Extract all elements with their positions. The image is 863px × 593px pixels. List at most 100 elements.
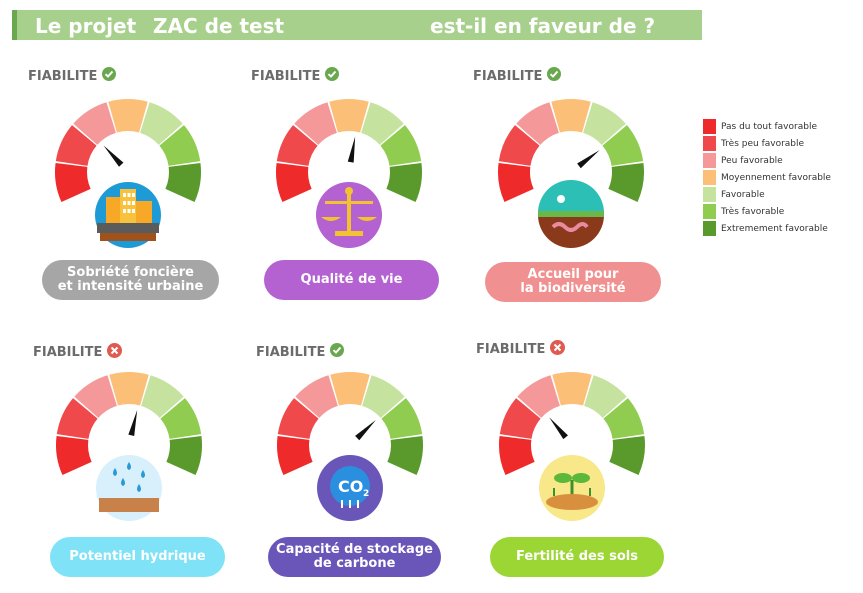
gauge-needle bbox=[103, 145, 124, 167]
gauge-needle bbox=[577, 150, 600, 169]
gauge-segment bbox=[552, 372, 592, 406]
gauge-segment bbox=[498, 125, 540, 166]
gauge-segment bbox=[140, 102, 183, 145]
criterion-label: Accueil pour la biodiversité bbox=[520, 267, 626, 296]
gauge-segment bbox=[608, 162, 644, 202]
gauge-segment bbox=[387, 435, 423, 475]
reliability-indicator: FIABILITE bbox=[251, 67, 340, 85]
legend-swatch bbox=[703, 170, 716, 185]
cross-circle-icon bbox=[550, 340, 566, 359]
reliability-label: FIABILITE bbox=[251, 68, 321, 84]
city-buildings-icon bbox=[95, 182, 161, 248]
legend-label: Moyennement favorable bbox=[721, 172, 831, 183]
legend-label: Très peu favorable bbox=[721, 138, 805, 149]
gauge-segment bbox=[609, 435, 645, 475]
check-circle-icon bbox=[547, 67, 562, 85]
water-drops-icon bbox=[96, 455, 162, 521]
gauge-segment bbox=[330, 372, 370, 406]
gauge-segment bbox=[516, 102, 559, 145]
legend-swatch bbox=[703, 187, 716, 202]
gauge-segment bbox=[294, 102, 337, 145]
sprout-icon bbox=[539, 455, 605, 521]
gauge-segment bbox=[583, 102, 626, 145]
gauge-segment bbox=[277, 398, 319, 439]
co2-cloud-icon: CO 2 bbox=[317, 455, 383, 521]
legend-item: Pas du tout favorable bbox=[703, 118, 831, 135]
criterion-label-pill: Fertilité des sols bbox=[490, 537, 664, 577]
reliability-label: FIABILITE bbox=[256, 344, 326, 360]
gauge-segment bbox=[381, 398, 423, 439]
legend-item: Favorable bbox=[703, 186, 831, 203]
reliability-label: FIABILITE bbox=[476, 342, 546, 357]
legend-label: Peu favorable bbox=[721, 155, 783, 166]
reliability-indicator: FIABILITE bbox=[28, 67, 117, 85]
gauge-segment bbox=[108, 99, 148, 133]
legend-label: Pas du tout favorable bbox=[721, 121, 817, 132]
legend-item: Très peu favorable bbox=[703, 135, 831, 152]
criterion-label-pill: Potentiel hydrique bbox=[50, 537, 225, 577]
criterion-label-pill: Qualité de vie bbox=[264, 260, 439, 300]
legend-label: Extremement favorable bbox=[721, 223, 828, 234]
legend-swatch bbox=[703, 221, 716, 236]
reliability-label: FIABILITE bbox=[473, 68, 543, 84]
reliability-label: FIABILITE bbox=[33, 345, 103, 360]
reliability-indicator: FIABILITE bbox=[33, 343, 123, 362]
co2-subscript: 2 bbox=[363, 489, 369, 499]
title-question: est-il en faveur de ? bbox=[430, 14, 656, 38]
title-banner: Le projet ZAC de test est-il en faveur d… bbox=[12, 10, 702, 40]
balance-scale-icon bbox=[316, 182, 382, 248]
legend-swatch bbox=[703, 136, 716, 151]
gauge-segment bbox=[380, 125, 422, 166]
gauge-needle bbox=[549, 417, 568, 440]
gauge-segment bbox=[362, 375, 405, 418]
gauge-segment bbox=[499, 398, 541, 439]
gauge-segment bbox=[56, 435, 92, 475]
gauge-segment bbox=[159, 125, 201, 166]
gauge-segment bbox=[361, 102, 404, 145]
gauge-segment bbox=[56, 398, 98, 439]
gauge bbox=[276, 99, 422, 248]
check-circle-icon bbox=[330, 343, 345, 361]
criterion-label: Fertilité des sols bbox=[516, 549, 638, 564]
legend-swatch bbox=[703, 204, 716, 219]
gauge-segment bbox=[551, 99, 591, 133]
legend-swatch bbox=[703, 153, 716, 168]
gauge-segment bbox=[276, 162, 312, 202]
criterion-label-pill: Accueil pour la biodiversité bbox=[485, 262, 661, 302]
gauge bbox=[55, 99, 201, 248]
gauge-needle bbox=[128, 409, 138, 436]
gauge-segment bbox=[584, 375, 627, 418]
gauge-segment bbox=[603, 398, 645, 439]
check-circle-icon bbox=[325, 67, 340, 85]
reliability-indicator: FIABILITE bbox=[473, 67, 562, 85]
gauge-segment bbox=[73, 102, 116, 145]
gauge-segment bbox=[109, 372, 149, 406]
soil-worm-icon bbox=[538, 180, 604, 248]
project-name: ZAC de test bbox=[153, 14, 285, 38]
gauge-segment bbox=[55, 162, 91, 202]
reliability-indicator: FIABILITE bbox=[256, 343, 345, 361]
title-prefix: Le projet bbox=[35, 14, 137, 38]
gauge-segment bbox=[329, 99, 369, 133]
reliability-label: FIABILITE bbox=[28, 68, 98, 84]
legend-label: Favorable bbox=[721, 189, 765, 200]
criterion-label: Sobriété foncière et intensité urbaine bbox=[57, 265, 204, 294]
gauge-segment bbox=[165, 162, 201, 202]
gauge-segment bbox=[55, 125, 97, 166]
criterion-label-pill: Sobriété foncière et intensité urbaine bbox=[42, 260, 219, 300]
legend-item: Moyennement favorable bbox=[703, 169, 831, 186]
gauge-segment bbox=[498, 162, 534, 202]
criterion-label: Capacité de stockage de carbone bbox=[276, 542, 433, 571]
gauge-segment bbox=[277, 435, 313, 475]
legend: Pas du tout favorable Très peu favorable P… bbox=[703, 118, 831, 237]
legend-label: Très favorable bbox=[721, 206, 785, 217]
cross-circle-icon bbox=[107, 343, 123, 362]
gauge-segment bbox=[602, 125, 644, 166]
gauge-needle bbox=[347, 136, 356, 163]
gauge-segment bbox=[517, 375, 560, 418]
gauge-segment bbox=[386, 162, 422, 202]
gauge-segment bbox=[499, 435, 535, 475]
gauge-needle bbox=[355, 419, 376, 441]
legend-item: Peu favorable bbox=[703, 152, 831, 169]
criterion-label-pill: Capacité de stockage de carbone bbox=[268, 537, 441, 577]
